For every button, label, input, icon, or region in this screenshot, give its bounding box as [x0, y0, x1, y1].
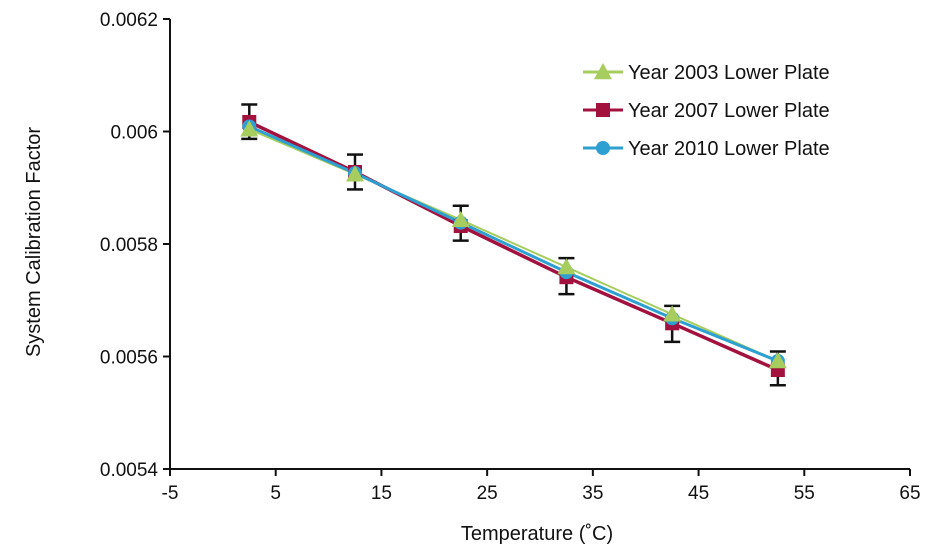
- x-tick-label: 65: [899, 483, 920, 504]
- y-tick-label: 0.006: [110, 123, 158, 144]
- x-tick-label: 25: [477, 483, 498, 504]
- legend-label: Year 2003 Lower Plate: [628, 62, 830, 84]
- series-line: [248, 125, 779, 363]
- x-tick-label: 5: [270, 483, 281, 504]
- legend-label: Year 2010 Lower Plate: [628, 138, 830, 160]
- data-point: [557, 258, 576, 275]
- y-tick-label: 0.0062: [100, 10, 158, 31]
- x-axis-title: Temperature (˚C): [461, 523, 613, 545]
- x-tick-label: -5: [162, 483, 179, 504]
- data-point: [768, 352, 787, 369]
- data-point: [240, 120, 259, 137]
- y-tick-label: 0.0058: [100, 235, 158, 256]
- legend-marker: [596, 103, 610, 117]
- y-tick-label: 0.0056: [100, 348, 158, 369]
- x-tick-label: 55: [794, 483, 815, 504]
- data-point: [451, 210, 470, 228]
- data-point: [663, 305, 682, 322]
- ticks: -5 5 15 25 35 45 55 65 0.0054 0.0056 0.0058 0.006 0.…: [100, 10, 921, 504]
- data-point: [346, 165, 364, 182]
- y-axis-title: System Calibration Factor: [23, 127, 45, 357]
- series-lines: [248, 120, 779, 372]
- legend-marker: [596, 141, 610, 155]
- x-tick-label: 35: [582, 483, 603, 504]
- legend-label: Year 2007 Lower Plate: [628, 100, 830, 122]
- legend: Year 2003 Lower Plate Year 2007 Lower Pla…: [583, 62, 830, 160]
- axes: [169, 19, 910, 470]
- series-line: [248, 128, 779, 362]
- series-markers: [240, 114, 787, 377]
- series-line: [248, 120, 779, 372]
- y-tick-label: 0.0054: [100, 460, 159, 481]
- x-tick-label: 15: [371, 483, 392, 504]
- x-tick-label: 45: [688, 483, 709, 504]
- legend-marker: [594, 63, 612, 80]
